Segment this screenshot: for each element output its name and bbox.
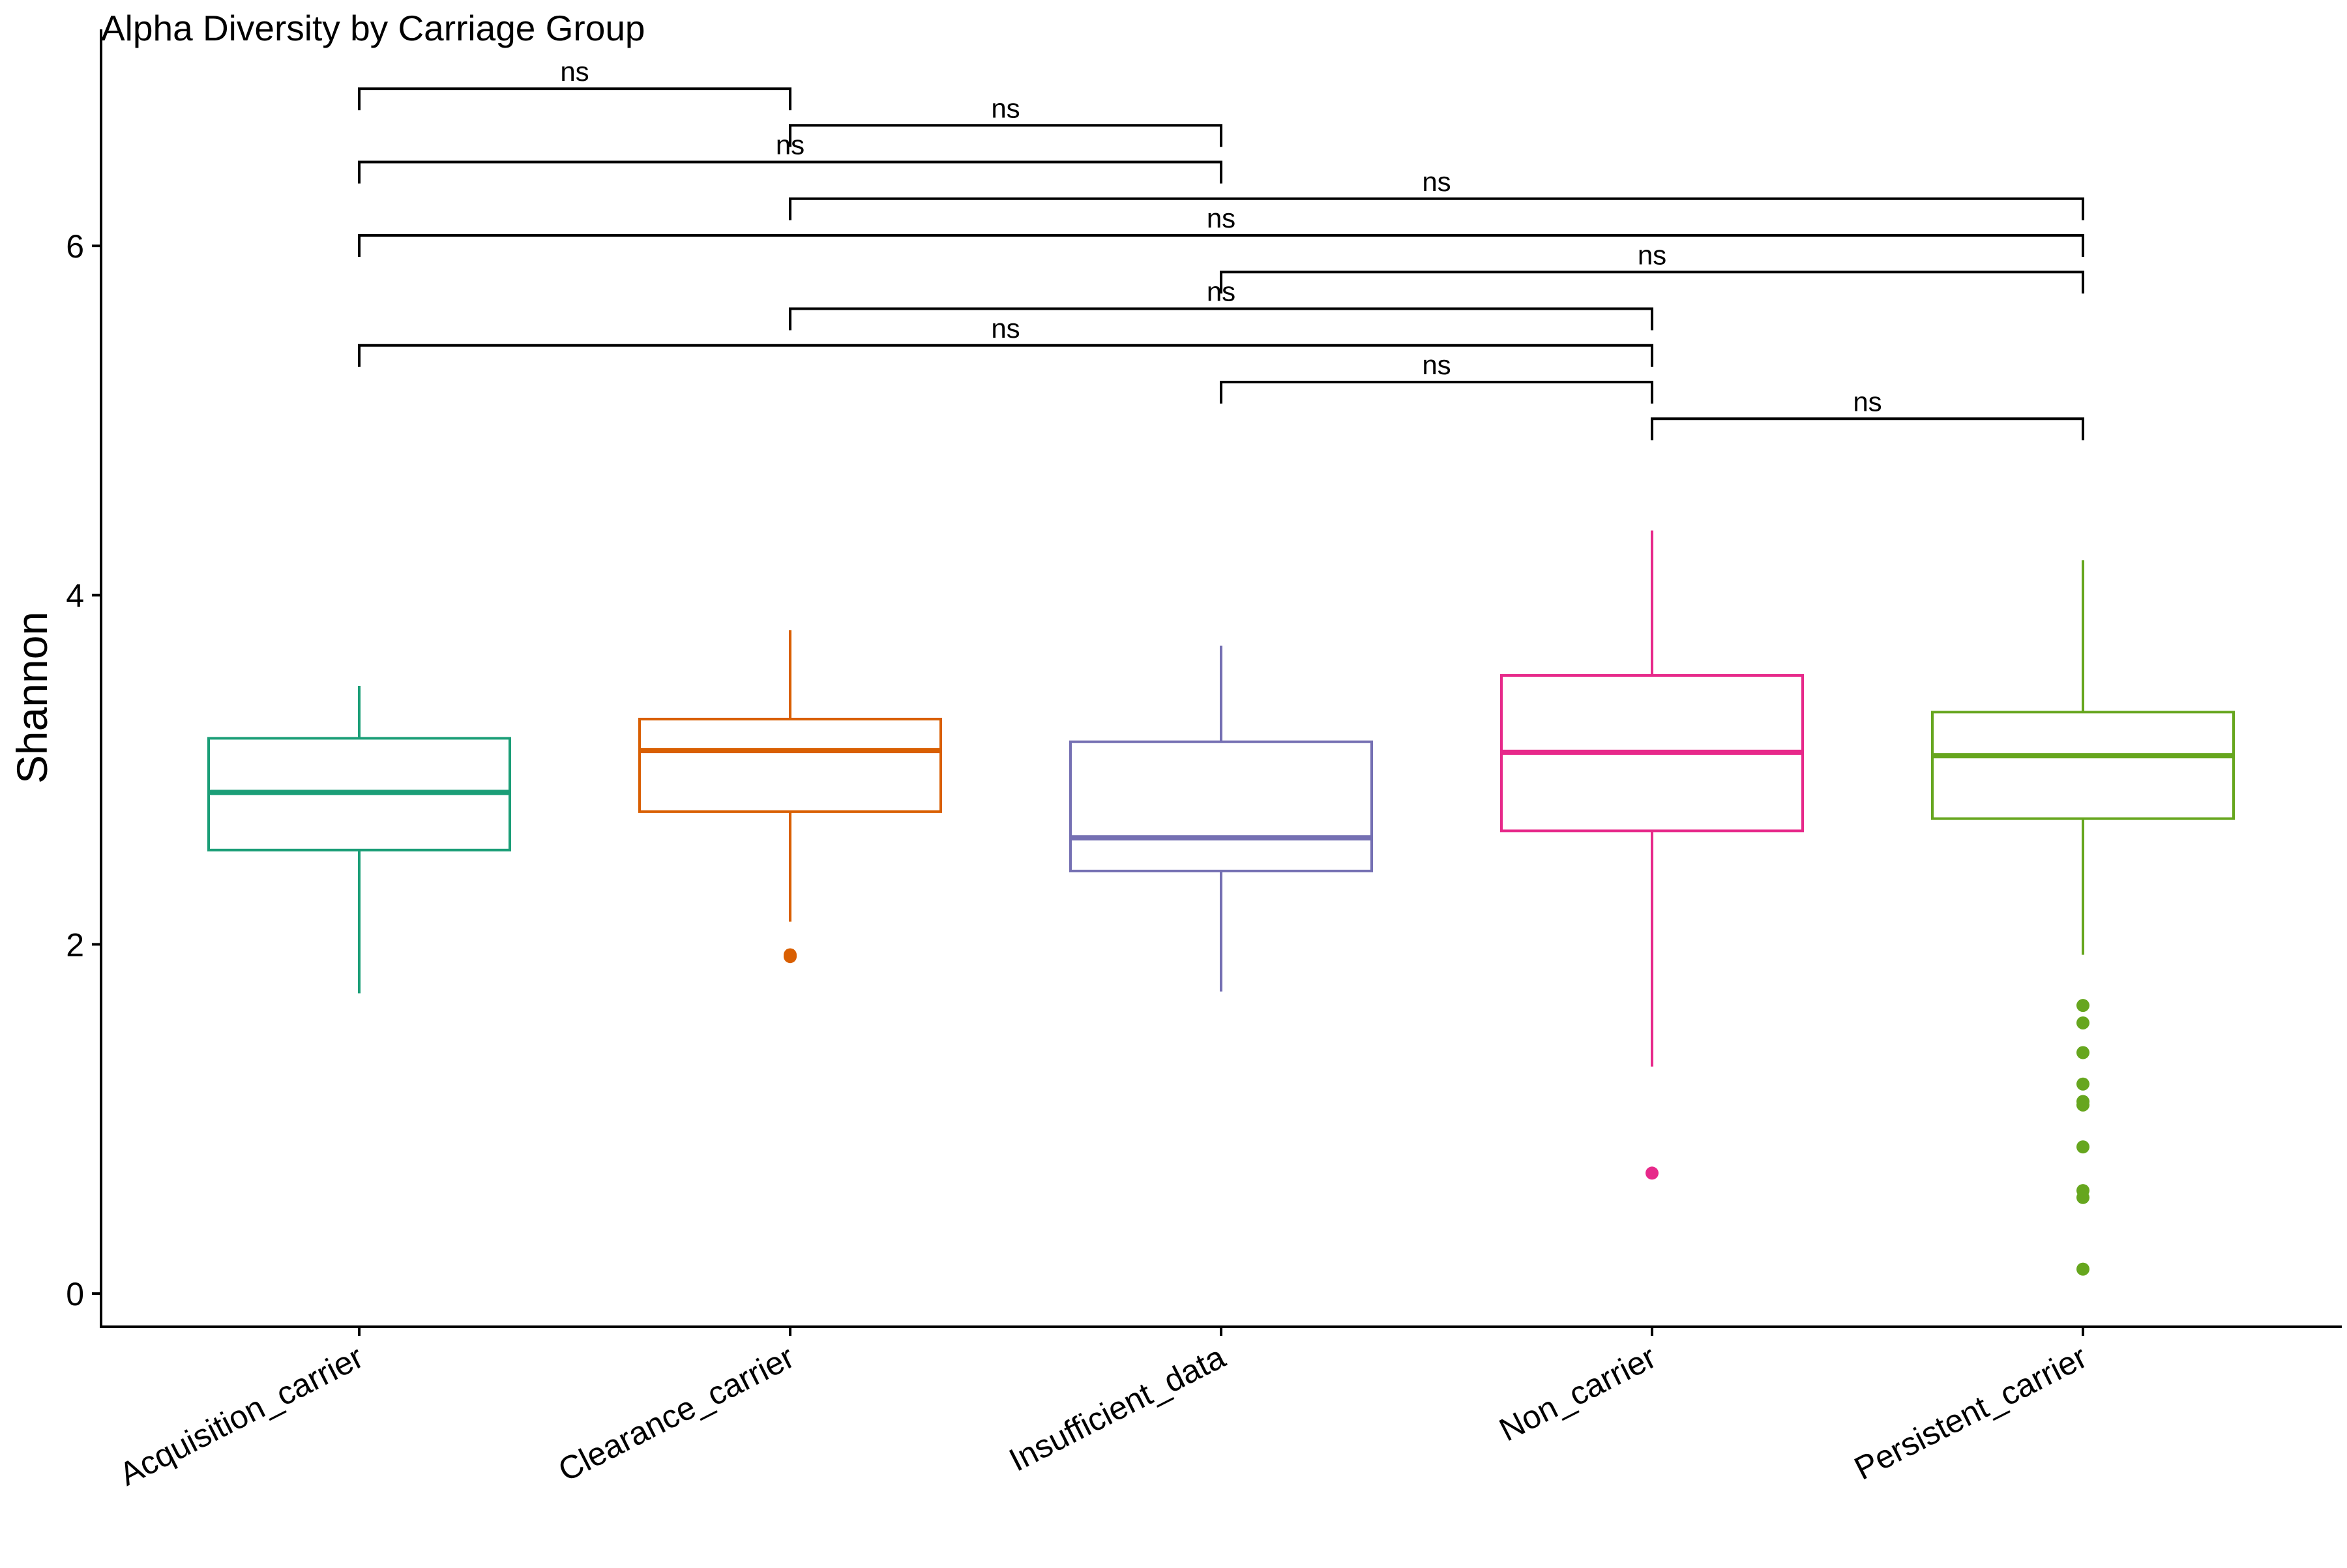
significance-bracket: ns <box>1220 239 2084 294</box>
x-tick-label: Persistent_carrier <box>1848 1339 2093 1487</box>
box <box>1069 740 1373 872</box>
chart-title: Alpha Diversity by Carriage Group <box>101 8 645 48</box>
boxplot-series <box>207 530 2235 1276</box>
outlier-point <box>2076 999 2089 1013</box>
bracket-line <box>1220 381 1653 404</box>
bracket-label: ns <box>991 93 1020 123</box>
outlier-point <box>784 948 797 962</box>
significance-bracket: ns <box>1651 386 2084 441</box>
bracket-line <box>358 344 1653 367</box>
x-tick-label: Acquisition_carrier <box>113 1339 369 1493</box>
bracket-label: ns <box>1638 239 1666 270</box>
box-group <box>207 686 511 994</box>
y-tick-label: 6 <box>66 228 84 265</box>
x-tick-label: Clearance_carrier <box>552 1339 800 1488</box>
bracket-line <box>789 197 2084 220</box>
bracket-label: ns <box>776 130 804 160</box>
outlier-point <box>2076 1077 2089 1091</box>
y-axis-label: Shannon <box>8 612 56 784</box>
bracket-label: ns <box>1422 166 1451 197</box>
box-group <box>1500 530 1804 1180</box>
outlier-point <box>2076 1016 2089 1029</box>
y-tick-label: 0 <box>66 1276 84 1312</box>
bracket-label: ns <box>1207 203 1235 233</box>
significance-bracket: ns <box>358 313 1653 367</box>
outlier-point <box>2076 1098 2089 1112</box>
outlier-point <box>2076 1140 2089 1154</box>
bracket-line <box>1220 271 2084 294</box>
bracket-line <box>358 234 2084 258</box>
bracket-label: ns <box>991 313 1020 344</box>
bracket-label: ns <box>1853 386 1882 417</box>
significance-bracket: ns <box>358 203 2084 258</box>
outlier-point <box>2076 1191 2089 1204</box>
comparison-brackets: ns ns ns ns ns ns ns ns ns ns <box>358 56 2084 441</box>
y-tick-label: 4 <box>66 578 84 614</box>
significance-bracket: ns <box>789 166 2084 220</box>
bracket-label: ns <box>1422 349 1451 380</box>
outlier-point <box>2076 1046 2089 1059</box>
x-tick-label: Insufficient_data <box>1003 1339 1231 1479</box>
significance-bracket: ns <box>358 130 1222 184</box>
outlier-point <box>2076 1262 2089 1276</box>
box <box>638 717 942 813</box>
y-tick-label: 2 <box>66 926 84 963</box>
bracket-line <box>789 124 1222 147</box>
significance-bracket: ns <box>1220 349 1653 404</box>
significance-bracket: ns <box>358 56 791 111</box>
bracket-line <box>358 160 1222 184</box>
x-tick-label: Non_carrier <box>1494 1339 1662 1448</box>
box-group <box>1931 560 2235 1276</box>
bracket-label: ns <box>560 56 589 87</box>
bracket-line <box>358 87 791 111</box>
outlier-point <box>1646 1166 1659 1180</box>
box <box>1931 711 2235 820</box>
significance-bracket: ns <box>789 93 1222 147</box>
box-group <box>1069 645 1373 992</box>
bracket-label: ns <box>1207 276 1235 307</box>
box-group <box>638 630 942 964</box>
significance-bracket: ns <box>789 276 1653 331</box>
bracket-line <box>1651 417 2084 441</box>
bracket-line <box>789 307 1653 331</box>
